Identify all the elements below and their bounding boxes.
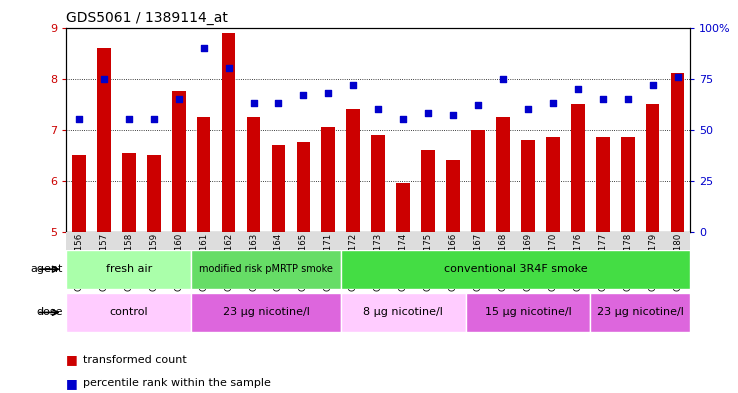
Bar (341, 293, 466, 332)
Point (123, 116, 135, 123)
Text: GSM1217161: GSM1217161 (199, 233, 208, 291)
Bar (646, 104, 660, 232)
Bar (72, 155, 86, 232)
Point (646, 82, 658, 88)
Text: percentile rank within the sample: percentile rank within the sample (83, 378, 271, 388)
Text: GSM1217170: GSM1217170 (548, 233, 557, 291)
Point (323, 90, 334, 96)
Text: 8 µg nicotine/l: 8 µg nicotine/l (363, 307, 443, 318)
Text: 23 µg nicotine/l: 23 µg nicotine/l (223, 307, 309, 318)
Text: GSM1217177: GSM1217177 (599, 233, 607, 291)
Point (373, 106, 384, 112)
Point (447, 112, 459, 119)
Text: GSM1217179: GSM1217179 (648, 233, 657, 291)
Bar (466, 293, 590, 332)
Text: GSM1217164: GSM1217164 (274, 233, 283, 291)
Text: GSM1217174: GSM1217174 (399, 233, 407, 291)
Bar (341, 250, 690, 289)
Text: conventional 3R4F smoke: conventional 3R4F smoke (444, 264, 587, 274)
Bar (496, 117, 510, 232)
Point (572, 86, 584, 92)
Text: GSM1217173: GSM1217173 (373, 233, 383, 291)
Point (173, 96, 184, 102)
Bar (97, 48, 111, 232)
Point (497, 75, 509, 82)
Bar (66, 250, 191, 289)
Text: GSM1217156: GSM1217156 (75, 233, 83, 291)
Text: ■: ■ (66, 353, 82, 366)
Point (522, 106, 534, 112)
Text: GSM1217162: GSM1217162 (224, 233, 233, 291)
Bar (371, 135, 385, 232)
Point (198, 45, 210, 51)
Bar (191, 293, 341, 332)
Point (248, 100, 260, 106)
Bar (66, 293, 191, 332)
Bar (590, 293, 690, 332)
Bar (621, 138, 635, 232)
Text: GSM1217166: GSM1217166 (449, 233, 458, 291)
Text: 15 µg nicotine/l: 15 µg nicotine/l (485, 307, 571, 318)
Text: 23 µg nicotine/l: 23 µg nicotine/l (597, 307, 683, 318)
Bar (221, 33, 235, 232)
Bar (246, 117, 261, 232)
Point (547, 100, 559, 106)
Text: GSM1217178: GSM1217178 (623, 233, 632, 291)
Text: dose: dose (36, 307, 63, 318)
Text: GSM1217163: GSM1217163 (249, 233, 258, 291)
Text: GSM1217169: GSM1217169 (523, 233, 532, 291)
Point (397, 116, 409, 123)
Point (597, 96, 609, 102)
Bar (471, 130, 485, 232)
Text: GSM1217167: GSM1217167 (474, 233, 483, 291)
Point (622, 96, 634, 102)
Text: GDS5061 / 1389114_at: GDS5061 / 1389114_at (66, 11, 228, 25)
Text: GSM1217168: GSM1217168 (498, 233, 508, 291)
Text: GSM1217171: GSM1217171 (324, 233, 333, 291)
Point (148, 116, 159, 123)
Bar (546, 138, 559, 232)
Text: GSM1217157: GSM1217157 (100, 233, 108, 291)
Bar (446, 160, 460, 232)
Bar (172, 92, 185, 232)
Point (422, 110, 434, 116)
Point (98, 75, 110, 82)
Bar (322, 127, 335, 232)
Point (272, 100, 284, 106)
Bar (421, 150, 435, 232)
Bar (396, 183, 410, 232)
Bar (122, 152, 136, 232)
Bar (596, 138, 610, 232)
Text: modified risk pMRTP smoke: modified risk pMRTP smoke (199, 264, 333, 274)
Point (223, 65, 235, 72)
Text: transformed count: transformed count (83, 354, 187, 365)
Bar (191, 250, 341, 289)
Text: control: control (109, 307, 148, 318)
Text: GSM1217172: GSM1217172 (349, 233, 358, 291)
Bar (571, 104, 584, 232)
Text: GSM1217160: GSM1217160 (174, 233, 183, 291)
Bar (346, 109, 360, 232)
Text: GSM1217165: GSM1217165 (299, 233, 308, 291)
Text: agent: agent (30, 264, 63, 274)
Text: fresh air: fresh air (106, 264, 152, 274)
Text: GSM1217176: GSM1217176 (573, 233, 582, 291)
Text: GSM1217180: GSM1217180 (673, 233, 682, 291)
Bar (297, 142, 310, 232)
Text: GSM1217175: GSM1217175 (424, 233, 432, 291)
Bar (671, 73, 684, 232)
Bar (197, 117, 210, 232)
Point (348, 82, 359, 88)
Bar (272, 145, 286, 232)
Bar (147, 155, 161, 232)
Bar (521, 140, 535, 232)
Point (297, 92, 309, 98)
Point (672, 73, 683, 80)
Text: GSM1217158: GSM1217158 (124, 233, 134, 291)
Point (472, 102, 484, 108)
Point (73, 116, 85, 123)
Text: ■: ■ (66, 376, 82, 390)
Text: GSM1217159: GSM1217159 (149, 233, 158, 291)
